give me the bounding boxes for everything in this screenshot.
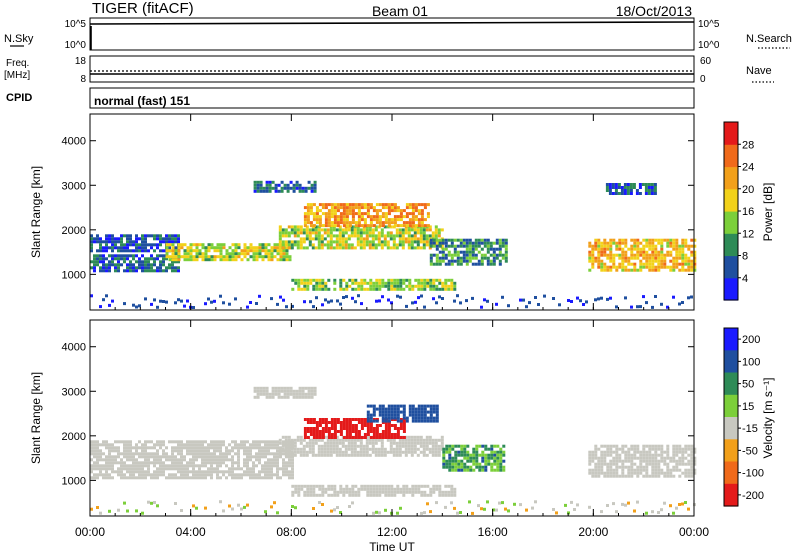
colorbar-swatch [724,394,738,418]
colorbar-swatch [724,211,738,234]
nsky-trace [89,21,695,25]
colorbar-tick-label: 12 [742,228,754,240]
colorbar-tick-label: -50 [742,445,758,457]
colorbar-swatch [724,233,738,257]
cpid-label: CPID [6,92,32,104]
nsky-right-tick-top: 10^5 [698,19,720,30]
colorbar-tick-label: 200 [742,334,760,346]
nave-tick-bottom: 0 [700,74,706,85]
y-tick-label: 2000 [62,225,86,237]
power-ylabel: Slant Range [km] [29,166,43,258]
echo-region [90,254,180,273]
freq-tick-top: 18 [75,56,87,67]
x-tick-label: 08:00 [276,525,306,539]
nsky-label: N.Sky [4,33,34,45]
colorbar-swatch [724,461,738,485]
x-tick-label: 04:00 [176,525,206,539]
colorbar-swatch [724,417,738,440]
date-title: 18/Oct/2013 [616,3,692,19]
colorbar-swatch [724,277,738,301]
colorbar-swatch [724,350,738,374]
x-tick-label: 16:00 [478,525,508,539]
freq-strip-frame [89,55,695,83]
freq-unit: [MHz] [4,70,30,81]
cpid-value: normal (fast) 151 [94,94,190,108]
colorbar-swatch [724,255,738,279]
echo-region [303,418,406,439]
velocity-panel: 1000 2000 3000 4000 Slant Range [km] 200 100… [29,319,775,517]
echo-region [278,225,444,250]
nsky-right-tick-bottom: 10^0 [698,40,720,51]
freq-tick-bottom: 8 [80,74,86,85]
beam-title: Beam 01 [372,3,428,19]
nsky-left-tick-bottom: 10^0 [65,40,87,51]
echo-region [303,203,430,228]
colorbar-swatch [724,328,738,351]
colorbar-swatch [724,144,738,168]
colorbar-tick-label: 20 [742,184,754,196]
colorbar-tick-label: 4 [742,273,748,285]
colorbar-swatch [724,483,738,507]
velocity-colorbar-label: Velocity [m s⁻¹] [761,377,775,458]
colorbar-tick-label: 24 [742,162,754,174]
colorbar-tick-label: -200 [742,490,764,502]
y-tick-label: 2000 [62,431,86,443]
echo-region [588,238,697,272]
x-tick-label: 00:00 [679,525,709,539]
colorbar-tick-label: 16 [742,206,754,218]
x-tick-label: 00:00 [75,525,105,539]
echo-region [588,444,697,478]
y-tick-label: 4000 [62,136,86,148]
echo-region [366,404,439,423]
x-tick-label: 20:00 [578,525,608,539]
radar-title: TIGER (fitACF) [92,0,194,17]
echo-region [90,440,294,480]
colorbar-swatch [724,372,738,396]
echo-region [90,234,180,253]
y-tick-label: 3000 [62,386,86,398]
colorbar-swatch [724,439,738,463]
colorbar-tick-label: -100 [742,468,764,480]
colorbar-frame [723,327,739,507]
y-tick-label: 3000 [62,180,86,192]
cpid-strip-frame [89,87,695,109]
y-tick-label: 4000 [62,342,86,354]
ground-speckle [90,294,693,309]
nsky-left-tick-top: 10^5 [65,19,87,30]
colorbar-tick-label: 15 [742,401,754,413]
echo-region [253,386,317,399]
colorbar-tick-label: -15 [742,423,758,435]
echo-region [291,278,457,291]
echo-region [605,183,657,195]
echo-region [291,484,457,497]
velocity-ylabel: Slant Range [km] [29,372,43,464]
power-panel: 1000 2000 3000 4000 Slant Range [km] 4 8 12 16… [29,113,775,311]
colorbar-tick-label: 8 [742,251,748,263]
echo-region [442,444,506,472]
y-tick-label: 1000 [62,475,86,487]
colorbar-tick-label: 50 [742,379,754,391]
ground-speckle [90,500,696,515]
y-tick-label: 1000 [62,269,86,281]
echo-region [165,243,292,262]
freq-label: Freq. [6,58,29,69]
power-colorbar-label: Power [dB] [761,183,775,242]
colorbar-tick-label: 100 [742,356,760,368]
colorbar-swatch [724,122,738,145]
colorbar-tick-label: 28 [742,139,754,151]
nave-label: Nave [746,65,772,77]
nave-tick-top: 60 [700,56,712,67]
echo-region [253,180,317,193]
colorbar-swatch [724,188,738,212]
colorbar-swatch [724,166,738,190]
x-axis-label: Time UT [369,540,415,554]
echo-region [429,238,508,266]
nsearch-label: N.Search [746,33,792,45]
nsky-strip-frame [89,17,695,51]
x-tick-label: 12:00 [377,525,407,539]
